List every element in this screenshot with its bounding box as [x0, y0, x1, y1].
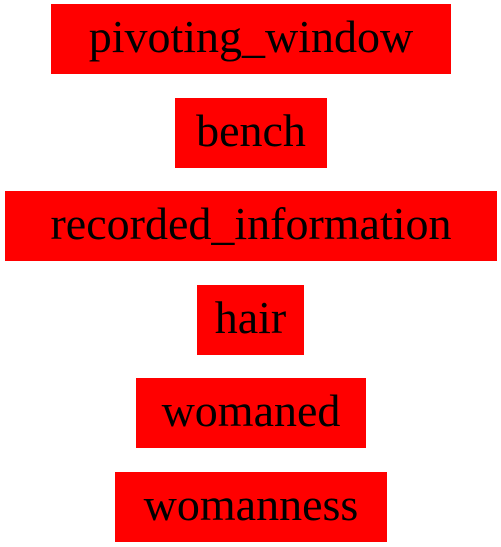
word-label-hair: hair [197, 285, 304, 355]
word-label-womanness: womanness [115, 472, 387, 542]
word-label-bench: bench [175, 98, 327, 168]
word-label-recorded-information: recorded_information [5, 191, 497, 261]
word-label-pivoting-window: pivoting_window [51, 4, 451, 74]
word-label-womaned: womaned [136, 378, 366, 448]
